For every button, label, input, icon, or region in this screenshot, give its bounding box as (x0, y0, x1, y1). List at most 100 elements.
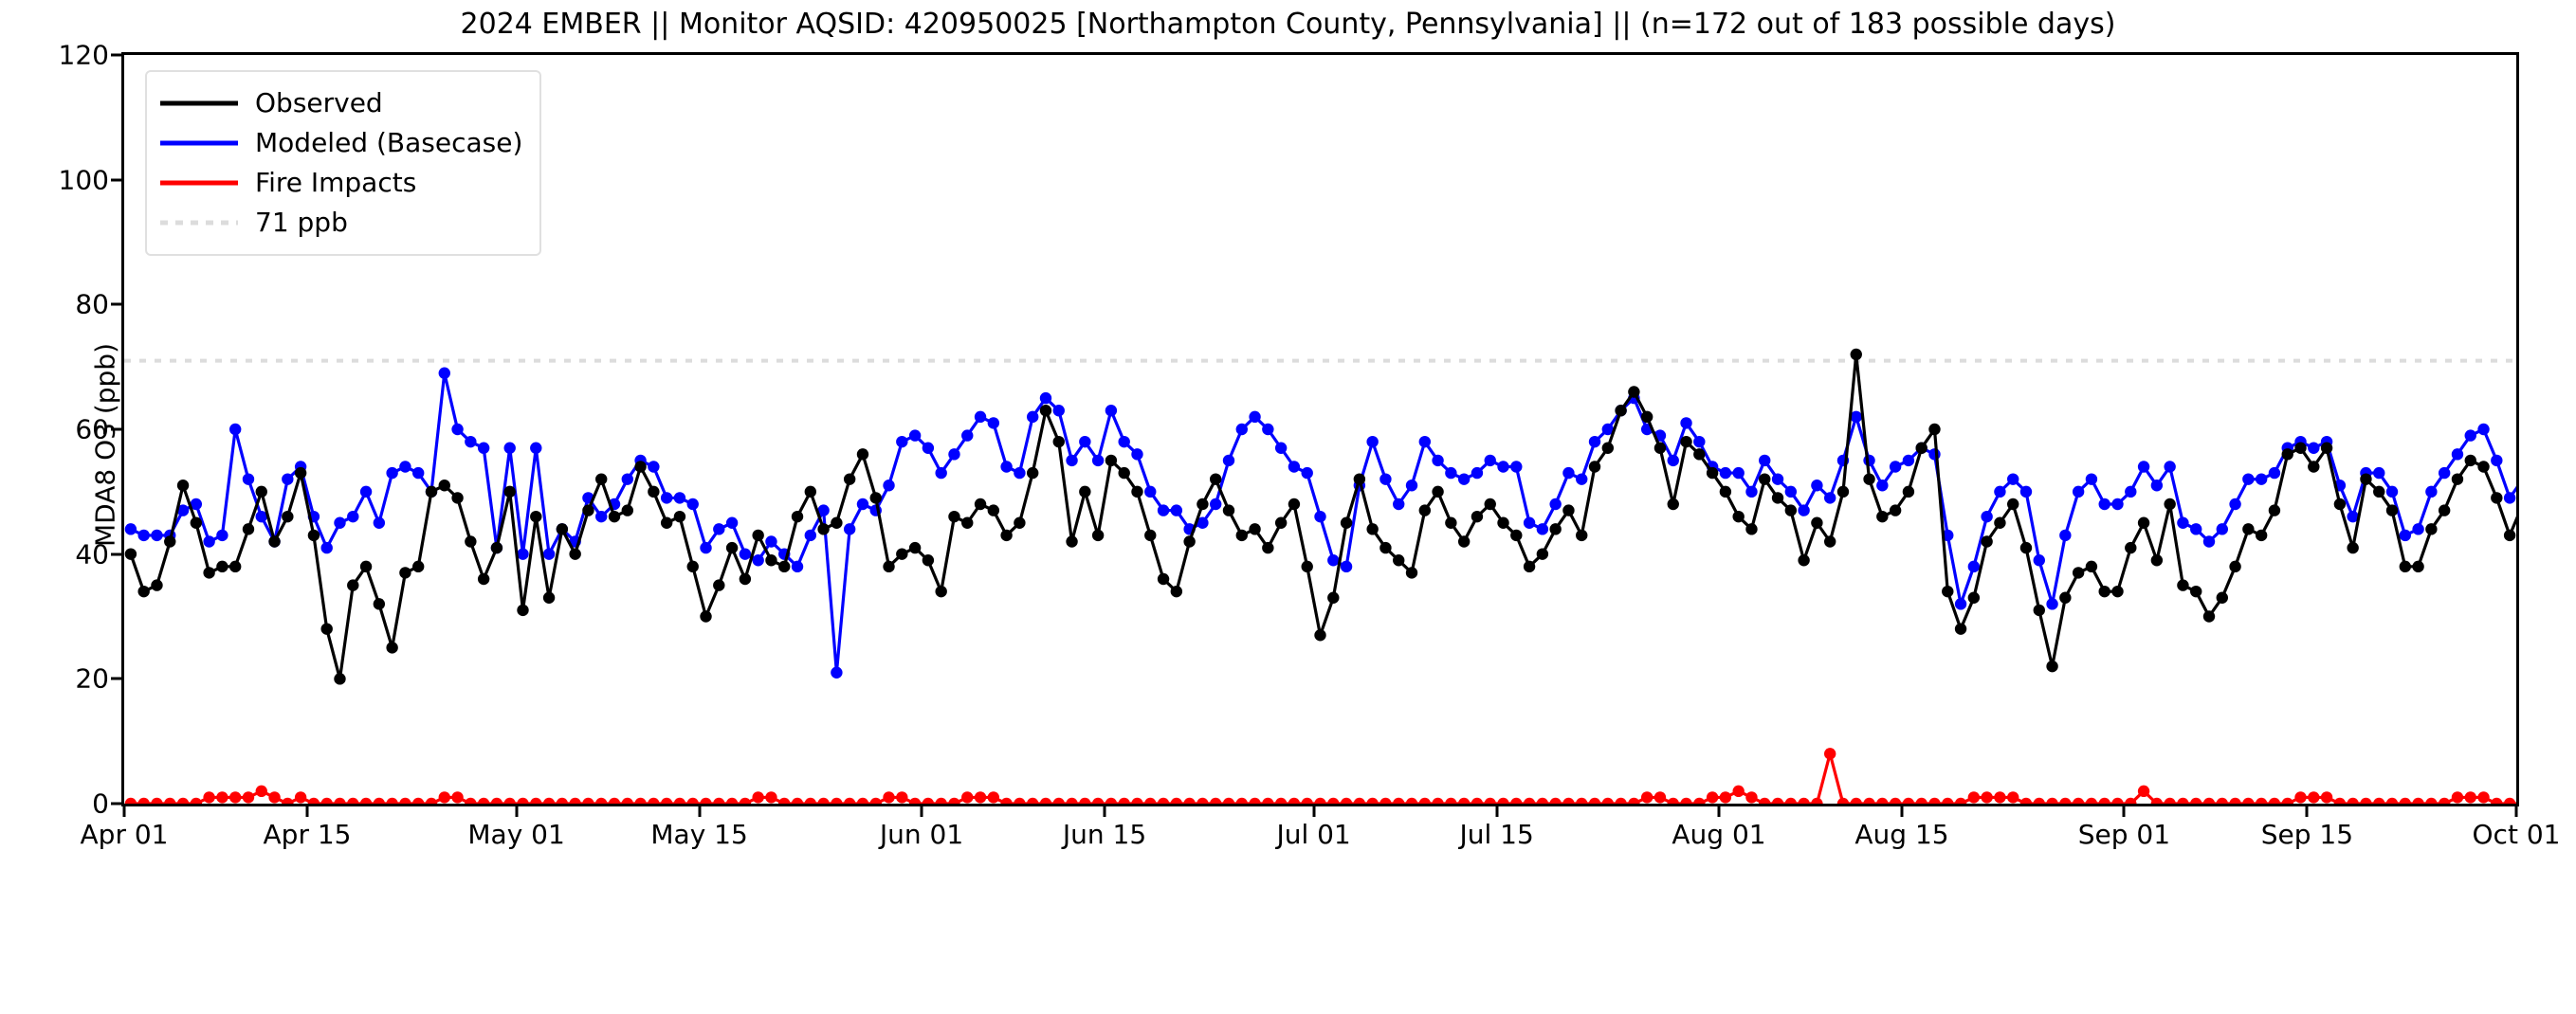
data-point (294, 466, 307, 480)
data-point (1484, 797, 1496, 804)
data-point (1222, 454, 1235, 467)
data-point (1026, 797, 1039, 804)
data-point (1680, 797, 1692, 804)
data-point (1079, 435, 1091, 448)
data-point (2098, 797, 2110, 804)
y-tick-mark (111, 53, 124, 57)
data-point (725, 797, 739, 804)
y-tick-mark (111, 552, 124, 556)
data-point (1915, 797, 1927, 804)
x-tick-mark (1900, 804, 1904, 817)
data-point (1301, 466, 1313, 480)
data-point (648, 461, 660, 473)
data-point (2308, 461, 2320, 473)
data-point (1967, 791, 1981, 804)
data-point (2242, 797, 2255, 804)
data-point (843, 523, 856, 535)
legend-item[interactable]: Fire Impacts (160, 163, 522, 203)
data-point (1798, 797, 1810, 804)
data-point (2190, 585, 2202, 598)
data-point (2268, 504, 2281, 516)
data-point (1484, 454, 1496, 467)
data-point (2464, 791, 2476, 804)
data-point (2491, 454, 2503, 467)
data-point (2438, 466, 2451, 480)
data-point (255, 485, 267, 498)
data-point (1994, 485, 2006, 498)
data-point (831, 516, 843, 529)
data-point (1288, 797, 1301, 804)
data-point (1197, 797, 1209, 804)
data-point (831, 797, 843, 804)
data-point (843, 473, 856, 485)
legend-line-icon (160, 140, 238, 146)
x-tick-mark (305, 804, 309, 817)
data-point (1981, 535, 1993, 548)
data-point (1235, 797, 1248, 804)
data-point (791, 560, 804, 573)
data-point (765, 791, 777, 804)
data-point (739, 548, 752, 560)
data-point (2150, 797, 2164, 804)
data-point (1393, 498, 1405, 511)
data-point (1222, 504, 1235, 516)
data-point (2399, 797, 2412, 804)
data-point (1706, 466, 1719, 480)
data-point (320, 623, 333, 635)
data-point (1640, 791, 1653, 804)
series-fire-impacts (124, 748, 2516, 804)
data-point (673, 492, 686, 504)
data-point (660, 516, 673, 529)
data-point (2438, 797, 2451, 804)
data-point (1562, 466, 1575, 480)
data-point (752, 791, 764, 804)
data-point (347, 579, 359, 591)
data-point (1536, 797, 1549, 804)
data-point (542, 797, 556, 804)
data-point (2059, 797, 2072, 804)
data-point (2347, 541, 2359, 554)
data-point (817, 523, 830, 535)
data-point (1811, 480, 1823, 492)
data-point (151, 529, 163, 542)
y-tick-label: 20 (75, 662, 109, 695)
data-point (1014, 797, 1026, 804)
data-point (1902, 485, 1915, 498)
data-point (1601, 442, 1615, 454)
data-point (1000, 529, 1013, 542)
legend-item[interactable]: Observed (160, 83, 522, 123)
data-point (2046, 598, 2058, 610)
data-point (856, 448, 869, 461)
data-point (1928, 797, 1941, 804)
data-point (922, 554, 935, 567)
data-point (2255, 797, 2268, 804)
data-point (700, 610, 712, 623)
data-point (2216, 591, 2228, 604)
data-point (935, 797, 947, 804)
data-point (282, 797, 294, 804)
data-point (1249, 523, 1261, 535)
legend-swatch-icon (160, 93, 238, 114)
data-point (1418, 797, 1431, 804)
data-point (1157, 504, 1170, 516)
data-point (2412, 797, 2424, 804)
data-point (465, 797, 477, 804)
plot-clip (124, 55, 2516, 804)
data-point (1014, 466, 1026, 480)
data-point (648, 485, 660, 498)
data-point (1798, 504, 1810, 516)
data-point (1457, 535, 1471, 548)
legend-item[interactable]: 71 ppb (160, 203, 522, 243)
data-point (1759, 797, 1771, 804)
data-point (2255, 529, 2268, 542)
data-point (1091, 454, 1105, 467)
data-point (1784, 504, 1798, 516)
data-point (1105, 797, 1118, 804)
data-point (1157, 572, 1170, 586)
data-point (1693, 435, 1706, 448)
data-point (1850, 797, 1862, 804)
x-tick-label: May 01 (467, 819, 565, 850)
data-point (1262, 541, 1274, 554)
legend-item[interactable]: Modeled (Basecase) (160, 123, 522, 163)
data-point (1615, 797, 1627, 804)
